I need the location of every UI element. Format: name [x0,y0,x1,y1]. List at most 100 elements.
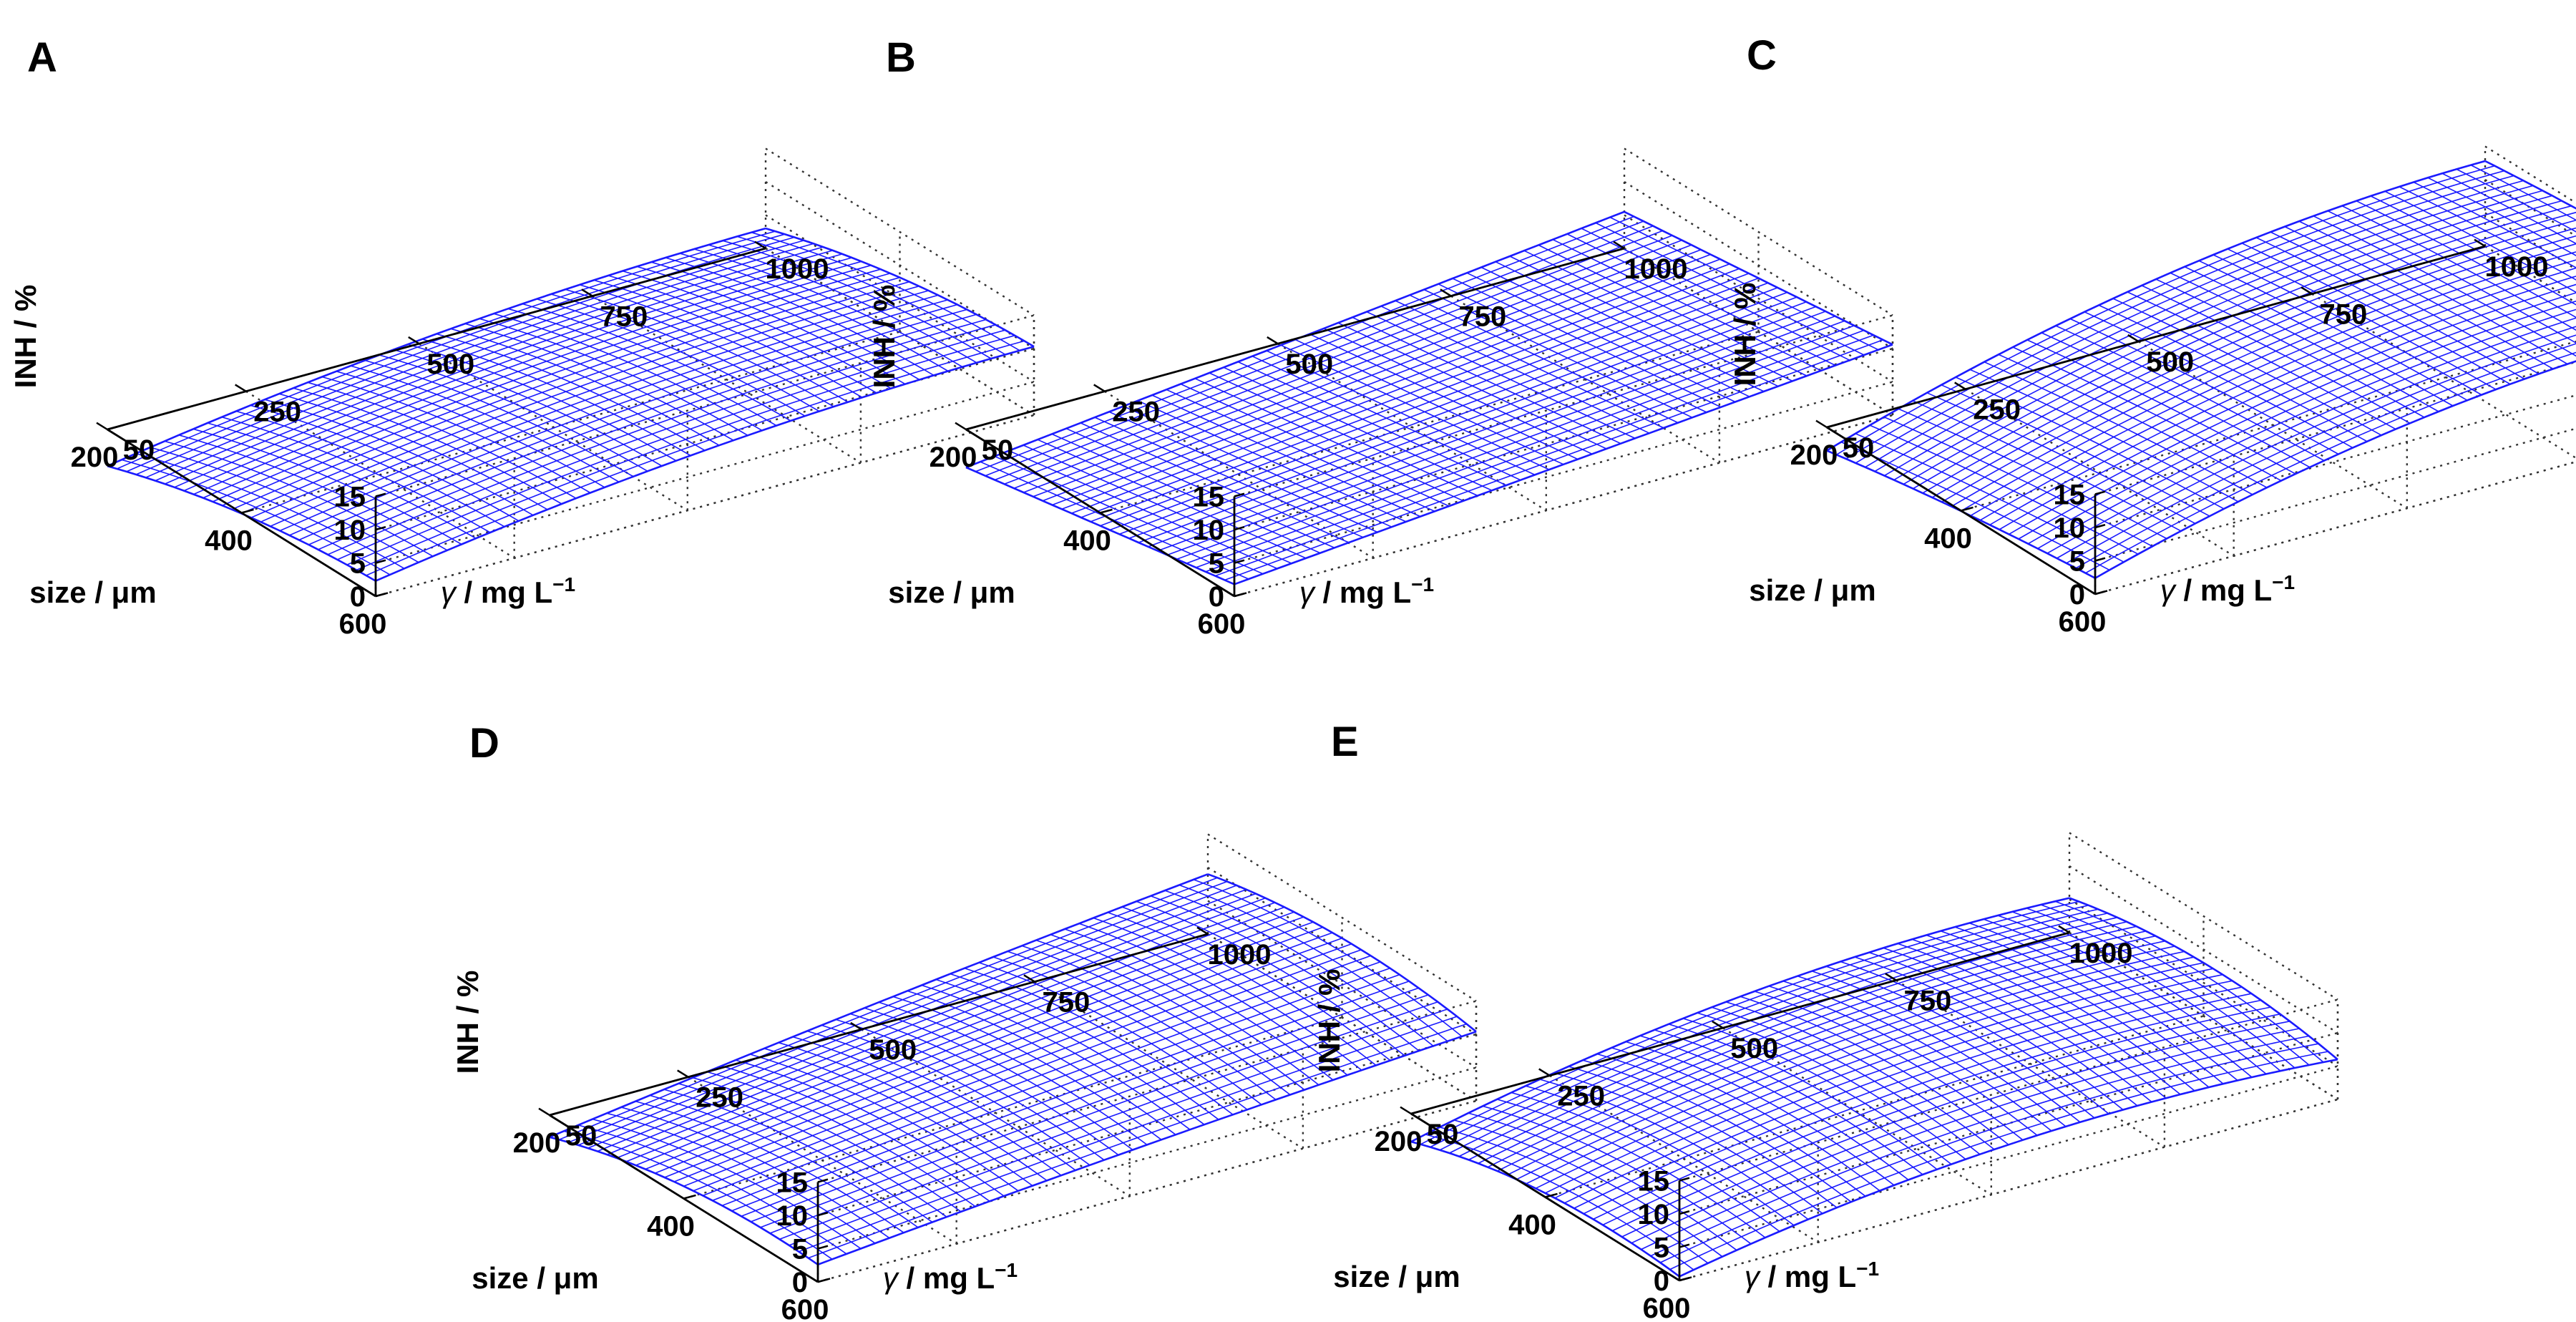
surface-line [778,1041,1048,1182]
gridline [592,295,862,464]
surface-mesh [965,210,1893,585]
size-tick-mark [375,592,389,598]
surface-line [1352,316,1621,444]
surface-line [264,399,534,516]
gridline [2069,931,2338,1101]
z-tick-mark [817,1245,829,1250]
conc-tick-label: 500 [1730,1033,1778,1064]
surface-line [1194,378,1464,502]
surface-line [2370,195,2576,306]
conc-tick-label: 250 [253,397,301,428]
z-tick-mark [817,1211,829,1217]
conc-axis [1826,245,2486,429]
surface-line [1050,934,1319,1086]
conc-tick-label: 500 [1285,349,1333,380]
size-tick-label: 600 [2059,606,2107,638]
conc-tick-label: 1000 [766,253,829,285]
surface-line [1023,444,1292,564]
surface-line [2384,190,2576,293]
surface-line [1439,908,2099,1151]
surface-line [835,1019,1105,1161]
conc-tick-label: 50 [982,434,1014,466]
surface-mesh [549,873,1477,1266]
z-tick-label: 10 [1193,515,1225,546]
z-tick-mark [2094,557,2106,562]
size-axis-label: size / μm [1333,1260,1460,1293]
surface-line [379,354,648,472]
surface-line [1711,1006,1981,1155]
conc-unit: / mg L [1760,1260,1856,1293]
surface-line [1825,966,2095,1119]
surface-line [1107,912,1377,1066]
surface-line [679,253,949,372]
surface-line [2298,220,2568,365]
size-tick-label: 400 [647,1211,695,1243]
conc-tick-mark [1815,419,1828,429]
size-tick-label: 600 [1198,608,1246,640]
surface-line [1969,369,2239,502]
size-tick-mark [1234,592,1247,598]
surface-line [1697,1012,1966,1160]
surface-line [1409,294,1679,424]
conc-tick-mark [235,384,247,392]
surface-line [1654,1029,1923,1175]
surface-line [1897,943,2167,1099]
z-tick-mark [1234,559,1245,564]
surface-line [522,303,791,422]
conc-tick-mark [677,1069,689,1078]
surface-line [1593,993,2252,1220]
size-tick-mark [1545,1192,1558,1198]
surface-line [1037,439,1307,559]
surface-line [2241,243,2511,385]
conc-tick-label: 250 [696,1082,743,1114]
surface-line [1997,915,2267,1075]
surface-line [1179,884,1448,1042]
surface-line [1223,366,1493,491]
z-tick-label: 0 [792,1267,808,1298]
surface-line [563,1130,833,1260]
surface-line [2255,237,2525,380]
size-tick-mark [1961,506,1974,512]
surface-line [1309,333,1579,460]
surface-line [735,1059,1005,1197]
surface-line [579,284,849,403]
surface-line [1266,350,1536,476]
z-tick-label: 10 [2054,512,2086,544]
surface-line [1482,1105,1752,1245]
z-tick-label: 0 [350,581,366,613]
surface-line [2184,266,2454,407]
conc-tick-label: 1000 [2485,251,2549,283]
size-tick-mark [241,508,254,514]
surface-line [307,381,577,499]
surface-line [1898,408,2167,540]
z-axis-label: INH / % [1728,283,1762,387]
surface-line [1883,947,2152,1103]
gridline [2094,460,2576,596]
gridline [2094,460,2576,596]
surface-line [1782,980,2052,1132]
z-tick-mark [375,525,386,531]
conc-tick-label: 1000 [2069,938,2133,969]
surface-line [293,387,562,505]
surface-mesh [107,227,1035,582]
gridline [1624,214,1893,383]
surface-line [978,962,1248,1110]
surface-line [1007,951,1277,1101]
surface-line [1840,441,2110,571]
surface-line [1984,361,2253,495]
surface-line [421,339,691,457]
size-tick-label: 200 [930,442,977,473]
size-tick-label: 400 [1924,523,1972,555]
conc-symbol: γ [441,575,457,609]
surface-line [1955,376,2225,510]
surface-line [364,359,634,477]
surface-line [1410,1140,1680,1278]
surface-line [1438,283,1707,413]
panel-label: A [27,34,57,81]
z-tick-mark [1679,1243,1690,1248]
conc-tick-mark [408,336,420,345]
surface-line [2484,160,2576,210]
size-tick-mark [549,1111,562,1117]
surface-line [1108,411,1378,533]
